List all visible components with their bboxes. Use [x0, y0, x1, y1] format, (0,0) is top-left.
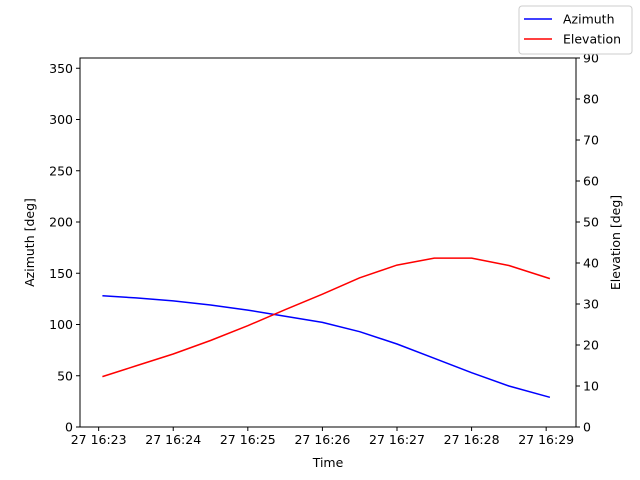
left-y-tick-label: 50: [57, 368, 73, 383]
right-y-tick-label: 80: [583, 92, 599, 107]
x-tick-label: 27 16:23: [71, 432, 127, 447]
left-y-tick-label: 300: [49, 112, 73, 127]
legend-label-azimuth: Azimuth: [563, 12, 615, 27]
right-y-tick-label: 30: [583, 297, 599, 312]
right-y-axis-title: Elevation [deg]: [608, 195, 623, 290]
plot-area-frame: [79, 57, 577, 428]
right-y-tick-label: 0: [583, 420, 591, 435]
right-y-tick-label: 40: [583, 256, 599, 271]
right-y-tick-label: 10: [583, 379, 599, 394]
x-axis: 27 16:23 27 16:24 27 16:25 27 16:26 27 16:27…: [71, 427, 574, 447]
x-tick-label: 27 16:28: [444, 432, 500, 447]
left-y-tick-label: 250: [49, 163, 73, 178]
left-y-tick-label: 350: [49, 61, 73, 76]
x-tick-label: 27 16:29: [518, 432, 574, 447]
series-line-elevation: [102, 257, 551, 378]
legend-label-elevation: Elevation: [563, 32, 621, 47]
left-y-tick-label: 150: [49, 266, 73, 281]
left-y-axis-title: Azimuth [deg]: [22, 198, 37, 287]
x-tick-label: 27 16:26: [294, 432, 350, 447]
right-y-tick-label: 50: [583, 215, 599, 230]
x-tick-label: 27 16:25: [220, 432, 276, 447]
right-y-tick-label: 70: [583, 133, 599, 148]
legend-box: [518, 5, 633, 55]
x-axis-title: Time: [312, 455, 344, 470]
right-y-tick-label: 60: [583, 174, 599, 189]
left-y-axis: 0 50 100 150 200 250 300 350: [49, 61, 80, 435]
left-y-tick-label: 0: [65, 420, 73, 435]
left-y-tick-label: 200: [49, 215, 73, 230]
series-line-azimuth: [102, 295, 551, 399]
legend: Azimuth Elevation: [518, 5, 633, 55]
x-tick-label: 27 16:24: [145, 432, 201, 447]
series-layer: [102, 257, 551, 399]
right-y-tick-label: 20: [583, 338, 599, 353]
x-tick-label: 27 16:27: [369, 432, 425, 447]
left-y-tick-label: 100: [49, 317, 73, 332]
